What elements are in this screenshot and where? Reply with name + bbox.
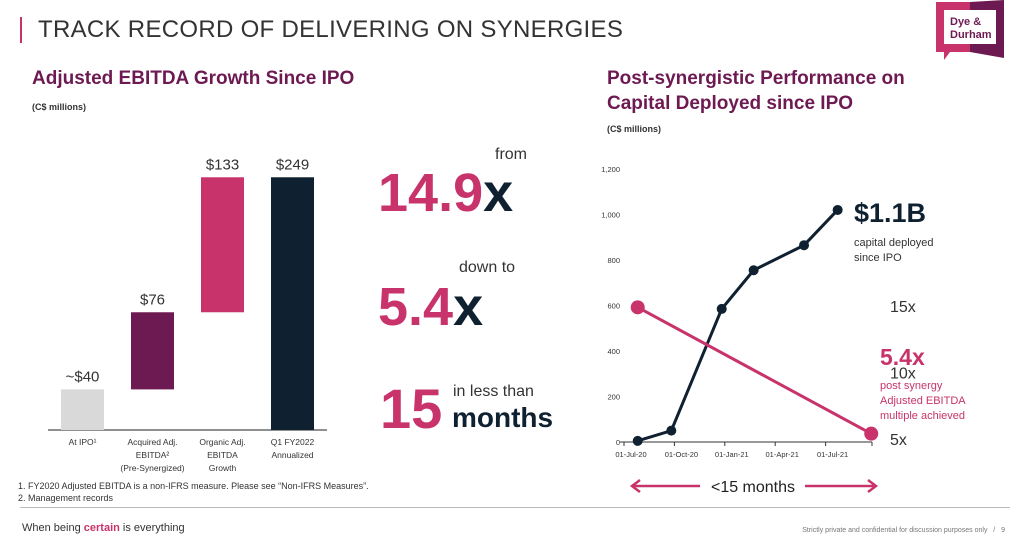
capital-deployed-chart: 0 200 400 600 800 1,000 1,200 01-Jul-20 01-Oct-2… bbox=[601, 165, 916, 496]
x-tick-label: 01-Oct-20 bbox=[665, 450, 698, 459]
data-point bbox=[832, 204, 843, 215]
category-label: EBITDA² bbox=[136, 450, 170, 460]
category-label: Organic Adj. bbox=[199, 437, 245, 447]
left-unit: (C$ millions) bbox=[32, 102, 87, 112]
data-point bbox=[630, 300, 645, 315]
data-point bbox=[864, 426, 879, 441]
multiple-value: 5.4x bbox=[880, 344, 925, 370]
arrow-left-icon bbox=[629, 479, 641, 493]
footnote-1: 1. FY2020 Adjusted EBITDA is a non-IFRS … bbox=[18, 481, 369, 491]
tagline-text: When being bbox=[22, 522, 84, 534]
stat-months-label: in less than bbox=[453, 383, 534, 400]
bar bbox=[61, 389, 104, 430]
data-point bbox=[666, 425, 677, 436]
left-heading: Adjusted EBITDA Growth Since IPO bbox=[32, 68, 355, 89]
data-point bbox=[632, 435, 643, 446]
multiple-caption-line: post synergy bbox=[880, 380, 943, 392]
y-tick-label: 400 bbox=[607, 347, 620, 356]
data-point bbox=[748, 265, 759, 276]
bar-value-label: $249 bbox=[276, 156, 309, 173]
x-tick-label: 01-Jul-21 bbox=[817, 450, 848, 459]
category-label: Annualized bbox=[271, 450, 313, 460]
footnote-2: 2. Management records bbox=[18, 493, 114, 503]
footer-tagline: When being certain is everything bbox=[22, 522, 185, 534]
right-heading: Post-synergistic Performance on Capital D… bbox=[607, 66, 905, 116]
right-axis-label: 5x bbox=[890, 432, 907, 449]
svg-text:Durham: Durham bbox=[950, 29, 992, 41]
data-point bbox=[716, 303, 727, 314]
capital-caption-line: since IPO bbox=[854, 252, 902, 264]
y-tick-label: 600 bbox=[607, 302, 620, 311]
bar-value-label: $133 bbox=[206, 156, 239, 173]
tagline-text: is everything bbox=[119, 522, 185, 534]
stat-down-label: down to bbox=[459, 259, 516, 276]
stat-months-value: 15 bbox=[380, 377, 443, 440]
multiple-caption: post synergy Adjusted EBITDA multiple achi… bbox=[880, 379, 966, 424]
y-tick-label: 0 bbox=[616, 438, 620, 447]
category-label: At IPO¹ bbox=[69, 437, 97, 447]
stat-value: 14.9 bbox=[378, 163, 484, 223]
bar bbox=[201, 177, 244, 313]
x-tick-label: 01-Jul-20 bbox=[615, 450, 646, 459]
capital-caption: capital deployed since IPO bbox=[854, 236, 934, 266]
capital-caption-line: capital deployed bbox=[854, 237, 934, 249]
category-label: (Pre-Synergized) bbox=[120, 463, 184, 473]
right-axis-label: 15x bbox=[890, 299, 916, 316]
footer-divider bbox=[20, 507, 1010, 508]
category-label: Growth bbox=[209, 463, 237, 473]
arrow-right-icon bbox=[867, 479, 879, 493]
y-tick-label: 800 bbox=[607, 256, 620, 265]
page-title: TRACK RECORD OF DELIVERING ON SYNERGIES bbox=[20, 17, 623, 43]
bar bbox=[271, 177, 314, 430]
y-tick-label: 1,200 bbox=[601, 165, 620, 174]
right-axis-label: 10x bbox=[890, 366, 916, 383]
separator: / bbox=[993, 527, 996, 534]
bar bbox=[131, 312, 174, 390]
duration-label: <15 months bbox=[711, 479, 795, 496]
category-label: EBITDA bbox=[207, 450, 238, 460]
confidential-text: Strictly private and confidential for di… bbox=[802, 527, 988, 534]
x-tick-label: 01-Jan-21 bbox=[715, 450, 749, 459]
right-unit: (C$ millions) bbox=[607, 124, 662, 134]
x-tick-label: 01-Apr-21 bbox=[766, 450, 799, 459]
tagline-emphasis: certain bbox=[83, 522, 120, 534]
series-line bbox=[637, 306, 872, 435]
bar-value-label: $76 bbox=[140, 291, 165, 308]
category-label: Acquired Adj. bbox=[127, 437, 177, 447]
y-tick-label: 200 bbox=[607, 393, 620, 402]
stat-from-label: from bbox=[495, 146, 527, 163]
category-label: Q1 FY2022 bbox=[271, 437, 315, 447]
page-number: 9 bbox=[1001, 527, 1005, 534]
stat-multiple-down: 5.4x bbox=[378, 280, 483, 334]
svg-text:Dye &: Dye & bbox=[950, 16, 981, 28]
stat-multiple-from: 14.9x bbox=[378, 166, 513, 220]
stat-value: 5.4 bbox=[378, 277, 454, 337]
data-point bbox=[799, 240, 810, 251]
dye-durham-logo: Dye & Durham bbox=[936, 0, 1004, 60]
series-line bbox=[637, 208, 839, 443]
multiple-caption-line: multiple achieved bbox=[880, 410, 965, 422]
stat-x: x bbox=[453, 277, 484, 337]
ebitda-waterfall-chart: ~$40 At IPO¹ $76 Acquired Adj. EBITDA² (Pre-S… bbox=[48, 156, 327, 473]
capital-value: $1.1B bbox=[854, 198, 927, 228]
footer-confidential: Strictly private and confidential for di… bbox=[802, 527, 1005, 534]
y-tick-label: 1,000 bbox=[601, 211, 620, 220]
stat-months-unit: months bbox=[452, 402, 554, 433]
multiple-caption-line: Adjusted EBITDA bbox=[880, 395, 966, 407]
bar-value-label: ~$40 bbox=[66, 368, 100, 385]
right-heading-line2: Capital Deployed since IPO bbox=[607, 93, 854, 114]
right-heading-line1: Post-synergistic Performance on bbox=[607, 68, 905, 89]
stat-x: x bbox=[483, 163, 514, 223]
